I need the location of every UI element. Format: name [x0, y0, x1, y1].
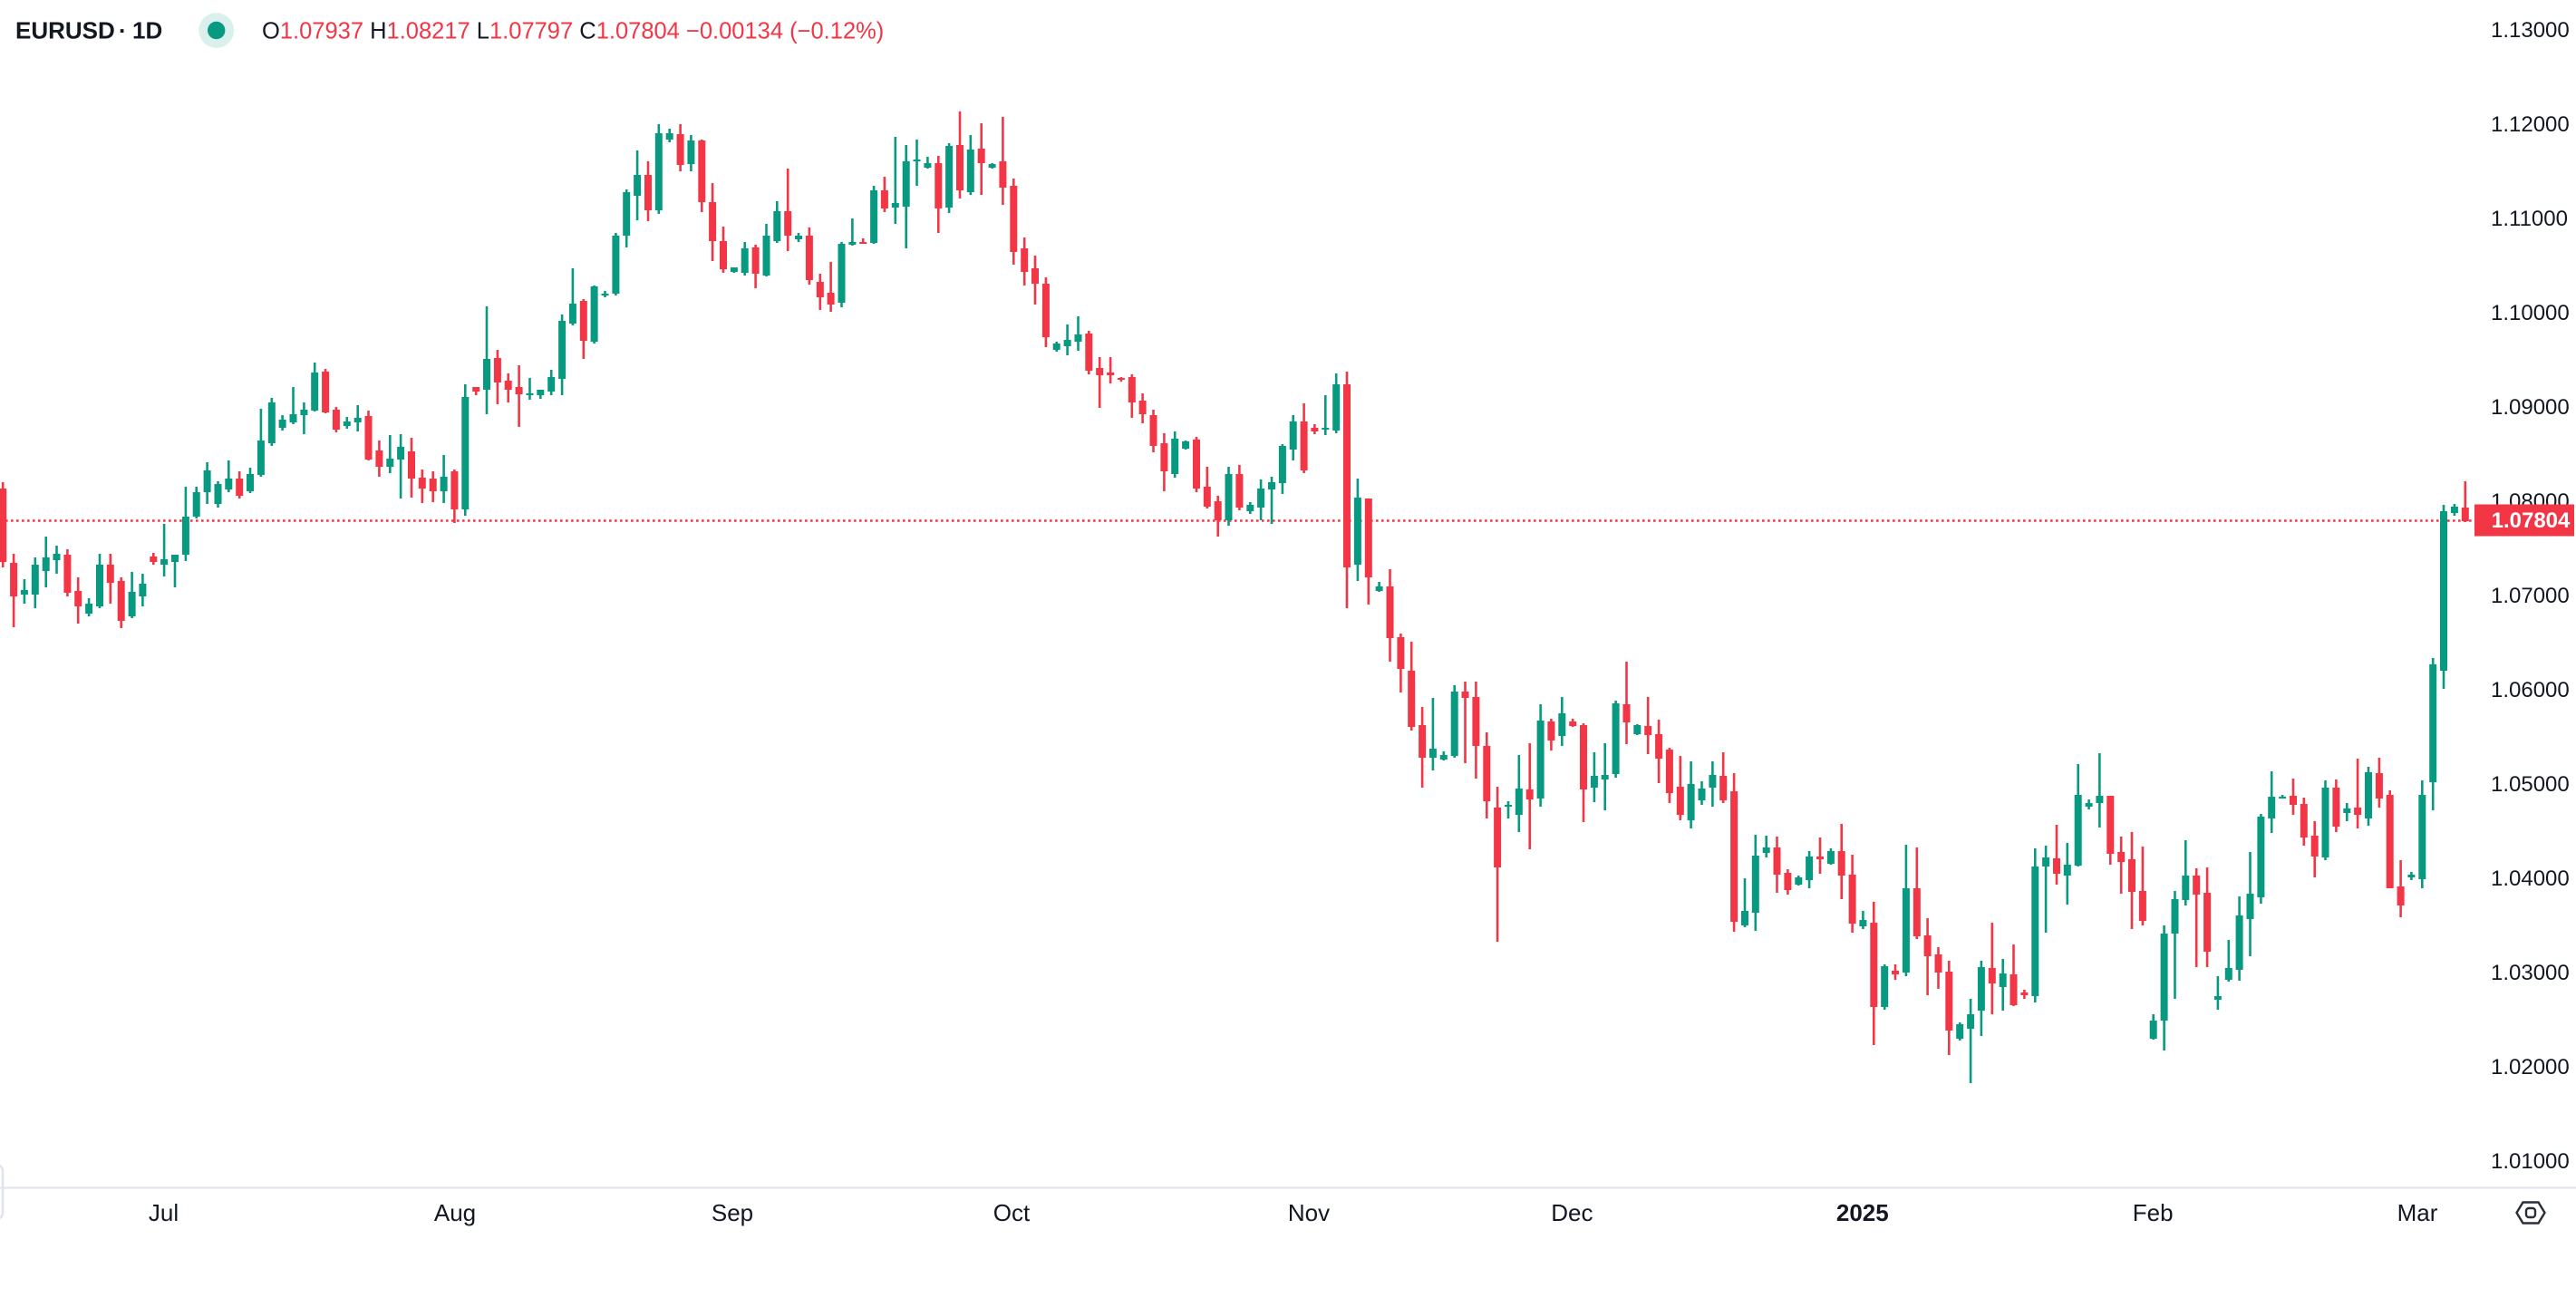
svg-text:Jul: Jul	[149, 1199, 179, 1226]
svg-text:1.05000: 1.05000	[2491, 772, 2570, 797]
svg-text:1.03000: 1.03000	[2491, 961, 2570, 985]
svg-text:1D: 1D	[132, 17, 162, 44]
svg-text:Aug: Aug	[434, 1199, 476, 1226]
svg-text:1.02000: 1.02000	[2491, 1055, 2570, 1079]
svg-text:O1.07937 H1.08217 L1.07797 C1.: O1.07937 H1.08217 L1.07797 C1.07804 −0.0…	[262, 19, 884, 44]
svg-text:1.04000: 1.04000	[2491, 866, 2570, 891]
svg-text:1.07000: 1.07000	[2491, 584, 2570, 608]
svg-text:1.01000: 1.01000	[2491, 1149, 2570, 1174]
svg-text:EURUSD: EURUSD	[15, 17, 115, 44]
svg-text:Nov: Nov	[1288, 1199, 1330, 1226]
svg-text:Mar: Mar	[2397, 1199, 2438, 1226]
svg-text:1.07804: 1.07804	[2492, 508, 2571, 533]
svg-text:Feb: Feb	[2133, 1199, 2174, 1226]
svg-text:1.12000: 1.12000	[2491, 112, 2570, 137]
svg-text:2025: 2025	[1836, 1199, 1889, 1226]
svg-text:1.10000: 1.10000	[2491, 301, 2570, 325]
svg-text:1.11000: 1.11000	[2491, 207, 2568, 231]
svg-text:Sep: Sep	[712, 1199, 753, 1226]
svg-text:1.06000: 1.06000	[2491, 678, 2570, 702]
svg-text:·: ·	[119, 17, 127, 44]
svg-text:Dec: Dec	[1551, 1199, 1593, 1226]
svg-text:Oct: Oct	[993, 1199, 1031, 1226]
svg-text:1.13000: 1.13000	[2491, 18, 2570, 43]
svg-text:1.09000: 1.09000	[2491, 395, 2570, 420]
